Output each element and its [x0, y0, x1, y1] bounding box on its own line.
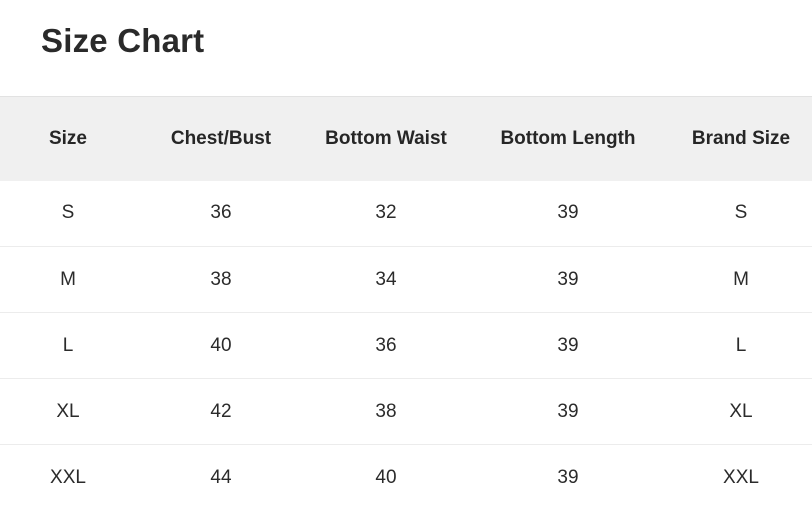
cell-size: S	[61, 202, 75, 224]
cell-bottom-waist: 38	[375, 400, 397, 422]
cell-chest-bust: 36	[210, 202, 232, 224]
header-brand-size: Brand Size	[691, 127, 791, 149]
page-title: Size Chart	[41, 22, 205, 59]
header-chest-bust: Chest/Bust	[170, 127, 272, 149]
cell-bottom-waist: 32	[375, 202, 397, 224]
table-row: XL 42 38 39 XL	[0, 379, 812, 445]
cell-size: XXL	[50, 466, 86, 488]
header-size: Size	[48, 127, 88, 149]
table-row: M 38 34 39 M	[0, 247, 812, 313]
header-bottom-waist: Bottom Waist	[325, 127, 447, 149]
cell-size: L	[62, 334, 74, 356]
cell-brand-size: XXL	[723, 466, 759, 488]
cell-bottom-waist: 34	[375, 268, 397, 290]
header-bottom-length: Bottom Length	[500, 127, 636, 149]
cell-chest-bust: 38	[210, 268, 232, 290]
table-row: XXL 44 40 39 XXL	[0, 445, 812, 511]
cell-chest-bust: 44	[210, 466, 232, 488]
table-row: L 40 36 39 L	[0, 313, 812, 379]
table-header-row: Size Chest/Bust Bottom Waist Bottom Leng…	[0, 96, 812, 181]
cell-chest-bust: 42	[210, 400, 232, 422]
table-row: S 36 32 39 S	[0, 181, 812, 247]
cell-bottom-length: 39	[557, 268, 579, 290]
cell-size: M	[60, 268, 76, 290]
cell-bottom-length: 39	[557, 466, 579, 488]
cell-brand-size: L	[735, 334, 747, 356]
cell-brand-size: XL	[729, 400, 753, 422]
cell-brand-size: S	[734, 202, 748, 224]
cell-size: XL	[56, 400, 80, 422]
cell-bottom-waist: 36	[375, 334, 397, 356]
cell-chest-bust: 40	[210, 334, 232, 356]
cell-bottom-waist: 40	[375, 466, 397, 488]
cell-bottom-length: 39	[557, 202, 579, 224]
cell-bottom-length: 39	[557, 400, 579, 422]
cell-brand-size: M	[733, 268, 749, 290]
cell-bottom-length: 39	[557, 334, 579, 356]
size-chart-table: Size Chest/Bust Bottom Waist Bottom Leng…	[0, 96, 812, 511]
